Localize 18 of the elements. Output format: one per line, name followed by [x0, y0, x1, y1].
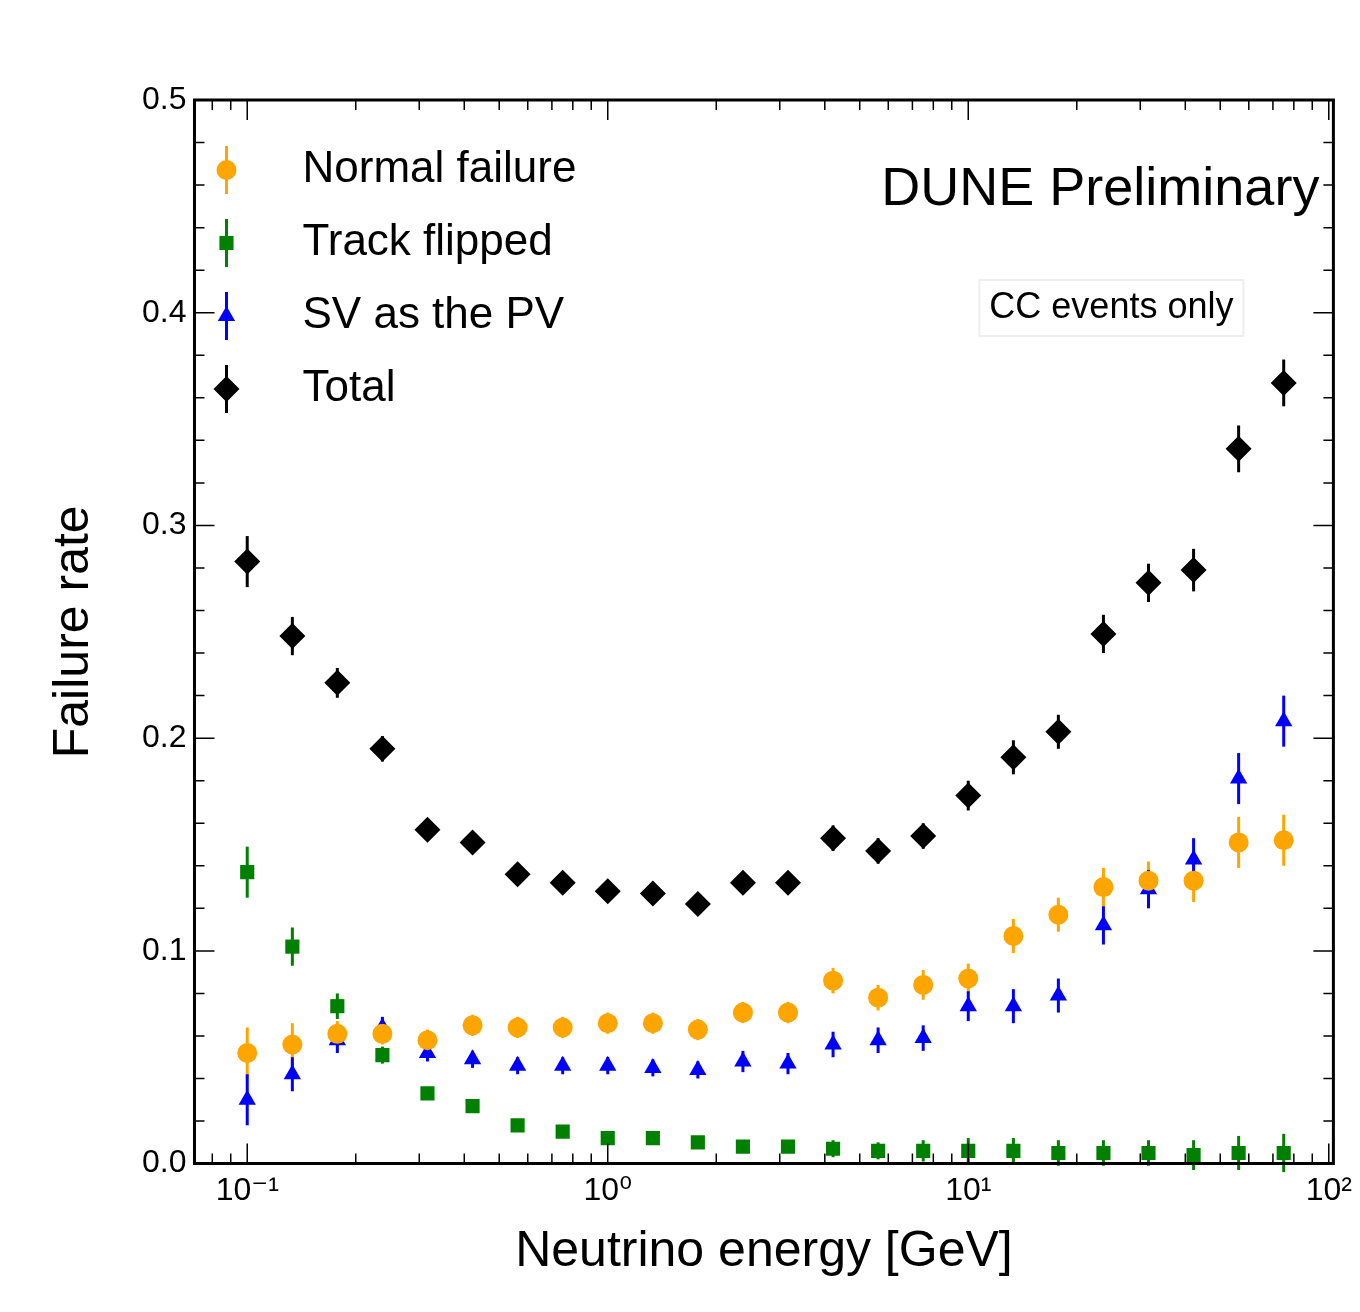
x-axis-title: Neutrino energy [GeV]	[515, 1220, 1013, 1277]
legend-label: Total	[302, 361, 396, 411]
x-tick-label: 10¹	[945, 1170, 992, 1207]
legend-label: Normal failure	[302, 142, 577, 192]
y-tick-label: 0.3	[142, 505, 187, 542]
y-axis-title: Failure rate	[42, 505, 99, 759]
x-tick-label: 10⁰	[583, 1170, 632, 1207]
y-tick-label: 0.0	[142, 1143, 187, 1180]
annotation: CC events only	[989, 284, 1234, 326]
y-tick-label: 0.1	[142, 930, 187, 967]
y-tick-label: 0.4	[142, 292, 187, 329]
y-tick-label: 0.5	[142, 79, 187, 116]
legend-label: SV as the PV	[302, 288, 565, 338]
y-tick-label: 0.2	[142, 717, 187, 754]
legend-label: Track flipped	[302, 215, 553, 265]
x-tick-label: 10²	[1305, 1170, 1353, 1207]
x-tick-label: 10⁻¹	[215, 1170, 279, 1207]
annotation: DUNE Preliminary	[881, 155, 1320, 216]
